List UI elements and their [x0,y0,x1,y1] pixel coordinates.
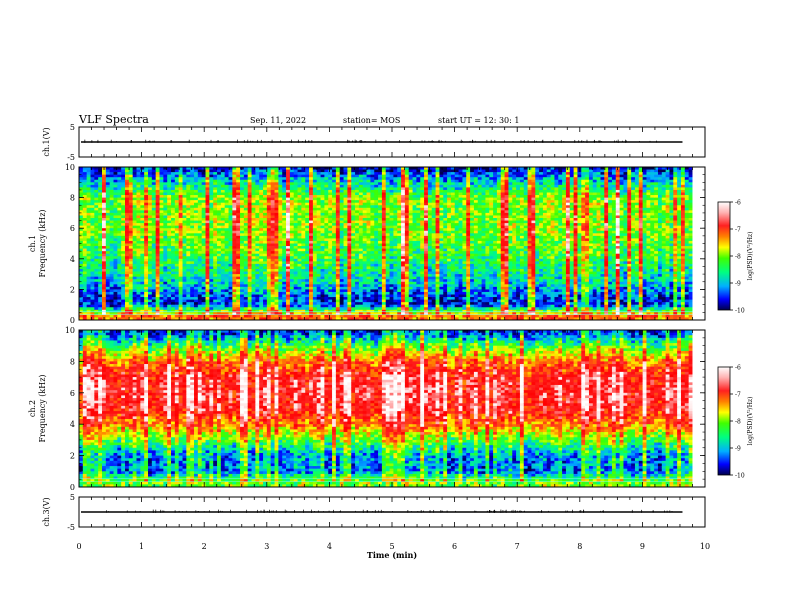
ch1-spectrogram-ytick: 6 [70,224,75,233]
ch2-spectrogram-ytick: 6 [70,389,75,398]
x-tick-label: 9 [640,542,645,551]
ch3-waveform-trace-ylabel: ch.3(V) [42,497,51,526]
ch2-spectrogram-colorbar-tick: -9 [735,446,741,453]
ch1-waveform-trace-ytick: -5 [67,153,75,162]
ch1-waveform-trace-ylabel: ch.1(V) [42,127,51,156]
date-label: Sep. 11, 2022 [250,116,306,125]
ch1-spectrogram-colorbar-tick: -9 [735,281,741,288]
ch1-waveform-trace-ytick: 5 [70,123,75,132]
ch1-spectrogram-colorbar-tick: -8 [735,254,741,261]
ch1-spectrogram-colorbar-label: log(PSD)(V²/Hz) [747,232,754,281]
x-axis-label: Time (min) [367,550,417,560]
ch2-spectrogram-ylabel-channel: ch.2 [28,400,37,417]
x-tick-label: 5 [389,542,394,551]
x-tick-label: 8 [577,542,582,551]
ch1-spectrogram-ytick: 2 [70,285,75,294]
ch2-spectrogram-ytick: 10 [65,326,75,335]
x-tick-label: 4 [327,542,332,551]
x-tick-label: 10 [700,542,710,551]
ch1-spectrogram-ytick: 8 [70,194,75,203]
ch2-spectrogram-colorbar-tick: -6 [735,365,741,372]
x-tick-label: 2 [202,542,207,551]
start-ut-label: start UT = 12: 30: 1 [438,116,519,125]
ch2-spectrogram-colorbar [717,366,731,476]
ch2-spectrogram-ytick: 4 [70,420,75,429]
ch2-spectrogram-ylabel-frequency: Frequency (kHz) [38,374,47,442]
ch2-spectrogram-ytick: 2 [70,452,75,461]
figure-title: VLF Spectra [79,113,149,126]
x-tick-label: 0 [76,542,81,551]
x-tick-label: 7 [515,542,520,551]
ch1-spectrogram-image [79,167,705,321]
ch1-spectrogram-colorbar [717,201,731,311]
ch2-spectrogram-colorbar-tick: -8 [735,419,741,426]
ch1-spectrogram-ytick: 10 [65,163,75,172]
x-tick-label: 1 [139,542,144,551]
ch2-spectrogram-image [79,330,705,488]
ch3-waveform-trace-ytick: -5 [67,523,75,532]
station-label: station= MOS [343,116,400,125]
ch1-spectrogram-ylabel-channel: ch.1 [28,235,37,252]
ch1-spectrogram-colorbar-tick: -7 [735,227,741,234]
x-tick-label: 3 [264,542,269,551]
ch2-spectrogram-colorbar-tick: -10 [735,473,745,480]
ch2-spectrogram-colorbar-tick: -7 [735,392,741,399]
ch2-spectrogram-ytick: 0 [70,483,75,492]
ch1-spectrogram-colorbar-tick: -10 [735,308,745,315]
ch3-waveform-trace-ytick: 5 [70,493,75,502]
ch1-spectrogram-colorbar-tick: -6 [735,200,741,207]
ch2-spectrogram-ytick: 8 [70,357,75,366]
ch2-spectrogram-colorbar-label: log(PSD)(V²/Hz) [747,397,754,446]
ch1-spectrogram-ytick: 0 [70,316,75,325]
ch1-spectrogram-ylabel-frequency: Frequency (kHz) [38,209,47,277]
ch1-spectrogram-ytick: 4 [70,255,75,264]
x-tick-label: 6 [452,542,457,551]
